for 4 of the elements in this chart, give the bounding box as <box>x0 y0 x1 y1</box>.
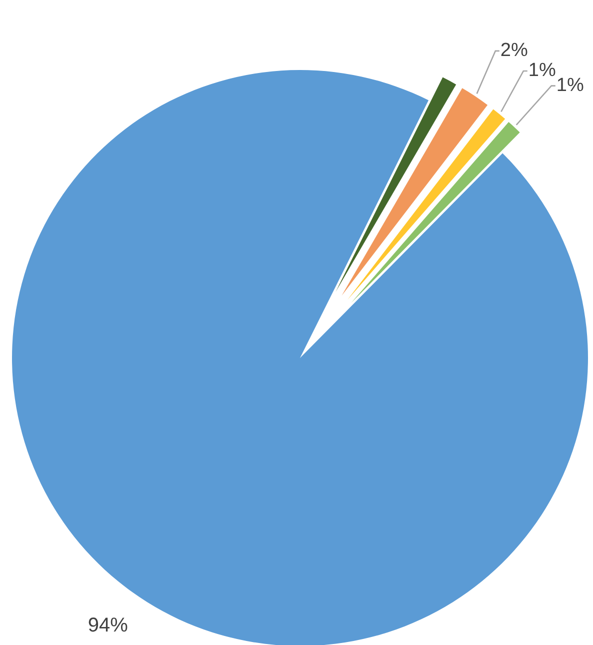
data-label: 1% <box>528 60 556 82</box>
data-label: 94% <box>88 614 128 637</box>
data-label: 1% <box>556 74 584 96</box>
data-label: 2% <box>500 40 528 61</box>
